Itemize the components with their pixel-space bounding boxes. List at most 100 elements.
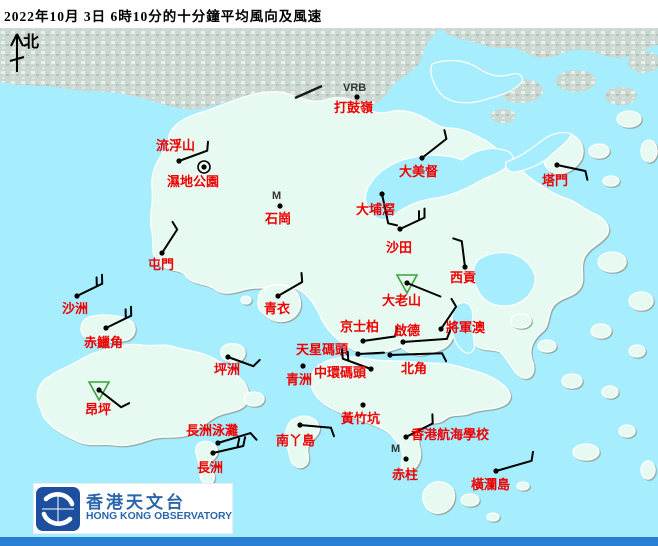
water-starling-inlet xyxy=(430,59,524,104)
station-sha-tin[interactable]: 沙田 xyxy=(386,207,426,255)
station-hk-sea-school[interactable]: 香港航海學校 xyxy=(403,413,490,442)
land-small-islands xyxy=(240,110,658,522)
missing-data-label: M xyxy=(272,190,281,202)
peak-triangle-icon xyxy=(87,381,111,402)
station-dot xyxy=(400,339,406,345)
land-po-toi xyxy=(422,481,456,514)
station-chek-lap-kok[interactable]: 赤鱲角 xyxy=(84,305,133,350)
hko-logo[interactable]: 香港天文台 HONG KONG OBSERVATORY xyxy=(33,483,233,534)
station-kings-park[interactable]: 京士柏 xyxy=(340,319,399,344)
station-label: 長洲 xyxy=(197,460,223,475)
station-cheung-chau-beach[interactable]: 長洲泳灘 xyxy=(186,423,258,446)
wind-barb-icon xyxy=(76,273,104,297)
station-dot xyxy=(74,293,80,299)
wind-barb-icon xyxy=(440,297,458,330)
station-dot xyxy=(419,155,425,161)
station-label: 香港航海學校 xyxy=(410,427,490,442)
station-tuen-mun[interactable]: 屯門 xyxy=(148,220,179,272)
station-label: 塔門 xyxy=(542,173,568,188)
station-label: 大美督 xyxy=(399,164,438,179)
station-dot xyxy=(215,440,221,446)
station-label: 長洲泳灘 xyxy=(186,423,238,438)
station-dot xyxy=(397,226,403,232)
station-dot xyxy=(159,250,165,256)
station-peng-chau[interactable]: 坪洲 xyxy=(214,354,261,377)
station-dot xyxy=(354,94,360,100)
wind-barb-icon xyxy=(178,140,209,162)
station-dot xyxy=(201,164,207,170)
station-tai-po-kau[interactable]: 大埔滘 xyxy=(356,191,398,227)
station-label: 京士柏 xyxy=(340,319,379,334)
urban-islands xyxy=(452,51,658,123)
page-title: 2022年10月 3日 6時10分的十分鐘平均風向及風速 xyxy=(4,9,323,24)
station-ngong-ping[interactable]: 昂坪 xyxy=(85,381,131,417)
station-lamma-island[interactable]: 南丫島 xyxy=(276,422,335,448)
water-port-shelter xyxy=(472,251,536,307)
station-kai-tak[interactable]: 啟德 xyxy=(394,323,452,345)
station-tap-mun[interactable]: 塔門 xyxy=(542,162,589,188)
station-star-ferry-pier[interactable]: 天星碼頭 xyxy=(296,342,385,357)
station-dot xyxy=(355,351,361,357)
wind-barb-icon xyxy=(405,413,434,438)
wind-barb-icon xyxy=(399,207,426,230)
station-wetland-park[interactable]: 濕地公園 xyxy=(167,160,219,189)
wind-barb-icon xyxy=(421,129,448,159)
variable-wind-label: VRB xyxy=(343,82,366,94)
station-label: 大老山 xyxy=(382,293,421,308)
water-tolo-channel xyxy=(505,131,573,173)
station-sai-kung[interactable]: 西貢 xyxy=(450,237,476,285)
wind-barb-icon xyxy=(495,450,534,472)
station-label: 黃竹坑 xyxy=(340,411,380,426)
wind-barb-icon xyxy=(357,351,385,355)
north-arrow-label: 北 xyxy=(23,33,39,51)
station-cheung-chau[interactable]: 長洲 xyxy=(197,436,247,475)
station-dot xyxy=(277,203,283,209)
station-dot xyxy=(387,352,393,358)
north-arrow: 北 xyxy=(9,33,39,72)
station-ta-kwu-ling[interactable]: VRB 打鼓嶺 xyxy=(334,82,373,115)
station-green-island[interactable]: 青洲 xyxy=(286,363,312,387)
station-north-point[interactable]: 北角 xyxy=(387,352,448,376)
station-central-pier[interactable]: 中環碼頭 xyxy=(314,348,374,380)
station-label: 中環碼頭 xyxy=(314,365,367,380)
station-lau-fau-shan[interactable]: 流浮山 xyxy=(156,138,209,164)
station-wong-chuk-hang[interactable]: 黃竹坑 xyxy=(340,402,380,426)
station-dot xyxy=(210,450,216,456)
station-dot xyxy=(379,191,385,197)
station-waglan-island[interactable]: 橫瀾島 xyxy=(471,450,534,492)
wind-barb-icon xyxy=(362,326,399,342)
missing-data-label: M xyxy=(391,443,400,455)
station-label: 青衣 xyxy=(264,301,290,316)
station-label: 沙田 xyxy=(386,240,412,255)
wind-barb-icon xyxy=(212,436,247,454)
station-tates-cairn[interactable]: 大老山 xyxy=(382,274,442,308)
station-label: 赤鱲角 xyxy=(84,335,123,350)
station-stanley[interactable]: M 赤柱 xyxy=(391,443,418,482)
station-dot xyxy=(462,264,468,270)
station-tsing-yi[interactable]: 青衣 xyxy=(264,272,304,316)
station-label: 濕地公園 xyxy=(167,174,219,189)
land-lantau-island xyxy=(36,343,250,447)
station-tseung-kwan-o[interactable]: 將軍澳 xyxy=(438,297,486,335)
wind-barb-icon xyxy=(217,432,258,444)
station-shek-kong[interactable]: M 石崗 xyxy=(264,190,291,226)
station-label: 橫瀾島 xyxy=(471,477,510,492)
wind-barb-icon xyxy=(452,237,466,268)
wind-barb-icon xyxy=(98,389,131,409)
station-label: 流浮山 xyxy=(156,138,195,153)
station-sha-chau[interactable]: 沙洲 xyxy=(62,273,104,316)
station-dot xyxy=(225,354,231,360)
wind-barb-icon xyxy=(277,272,304,297)
wind-barb-icon xyxy=(341,348,372,370)
station-dot xyxy=(404,280,410,286)
wind-barb-icon xyxy=(161,220,179,254)
bottom-edge-bar xyxy=(0,537,658,546)
station-tai-mei-tuk[interactable]: 大美督 xyxy=(399,129,448,179)
station-dot xyxy=(360,402,366,408)
urban-area-northeast xyxy=(440,28,658,59)
water-junk-bay xyxy=(451,301,475,354)
station-label: 打鼓嶺 xyxy=(334,100,373,115)
wind-barb-icon xyxy=(227,356,261,368)
